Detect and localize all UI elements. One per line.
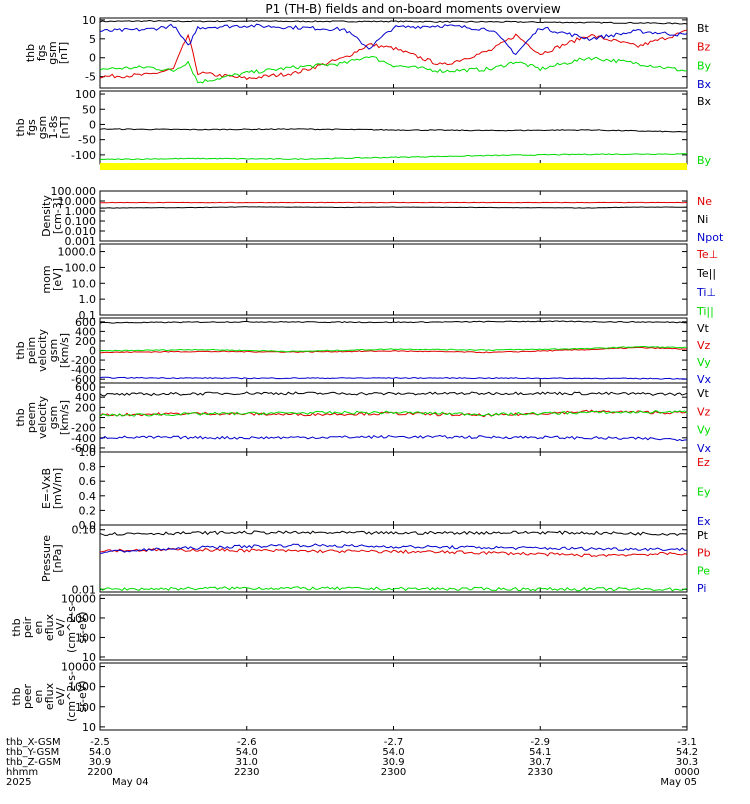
y-tick-label: 0.8 bbox=[79, 461, 97, 474]
y-axis-label: [nT] bbox=[57, 42, 70, 64]
legend-entry: Vy bbox=[697, 424, 711, 437]
legend-entry: Vz bbox=[697, 405, 711, 418]
y-tick-label: 10.0 bbox=[72, 277, 97, 290]
y-tick-label: 0.2 bbox=[79, 504, 97, 517]
legend-entry: Ex bbox=[697, 515, 711, 528]
legend-entry: Npot bbox=[697, 231, 724, 244]
legend-entry: Vx bbox=[697, 373, 712, 386]
legend-entry: Te⊥ bbox=[696, 248, 718, 261]
y-tick-label: 1.0 bbox=[79, 293, 97, 306]
panel-frame bbox=[100, 525, 687, 592]
legend-entry: Pe bbox=[697, 564, 710, 577]
series-Pt bbox=[100, 531, 687, 535]
y-axis-label: [nT] bbox=[58, 116, 71, 138]
legend-entry: Bt bbox=[697, 22, 710, 35]
legend-entry: Pi bbox=[697, 582, 706, 595]
y-axis-label: [mV/m] bbox=[51, 468, 64, 509]
series-Bt bbox=[100, 21, 687, 25]
legend-entry: Ni bbox=[697, 213, 708, 226]
footer-value: 2200 bbox=[87, 767, 112, 778]
y-axis-label: [nPa] bbox=[51, 544, 64, 572]
legend-entry: Pb bbox=[697, 547, 711, 560]
legend-entry: Ez bbox=[697, 456, 710, 469]
legend-entry: Vz bbox=[697, 339, 711, 352]
legend-entry: Ti|| bbox=[696, 305, 714, 318]
panel-density: 100.00010.0001.0000.1000.0100.001Density… bbox=[40, 185, 724, 248]
series-Pi bbox=[100, 544, 687, 553]
legend-entry: Ti⊥ bbox=[696, 286, 716, 299]
footer-value: 2230 bbox=[234, 767, 259, 778]
y-tick-label: -100 bbox=[71, 149, 96, 162]
legend-entry: Bx bbox=[697, 78, 712, 91]
y-tick-label: 100.0 bbox=[65, 261, 97, 274]
legend-entry: Ne bbox=[697, 195, 712, 208]
plot-title: P1 (TH-B) fields and on-board moments ov… bbox=[265, 2, 561, 16]
y-axis-label: [km/s] bbox=[58, 333, 71, 368]
panel-frame bbox=[100, 595, 687, 660]
footer-value: 2330 bbox=[528, 767, 553, 778]
y-tick-label: 1000.0 bbox=[58, 246, 97, 259]
y-axis-label: [km/s] bbox=[58, 400, 71, 435]
legend-entry: Vt bbox=[697, 322, 710, 335]
legend-entry: Vy bbox=[697, 356, 711, 369]
y-tick-label: 100 bbox=[75, 88, 96, 101]
y-tick-label: 0 bbox=[89, 52, 96, 65]
y-axis-label: sr-eV) bbox=[76, 611, 89, 643]
y-tick-label: 10 bbox=[82, 14, 96, 27]
y-tick-label: 0.10 bbox=[72, 524, 97, 537]
panel-frame bbox=[100, 91, 687, 164]
footer-row-label: 2025 bbox=[6, 777, 31, 788]
y-tick-label: 5 bbox=[89, 33, 96, 46]
y-tick-label: 1.0 bbox=[79, 446, 97, 459]
legend-entry: Vx bbox=[697, 442, 712, 455]
series-Pb bbox=[100, 549, 687, 557]
series-By bbox=[100, 154, 687, 160]
panel-peem-velocity: 6004002000-200-400-600thbpeemvelocitygsm… bbox=[14, 381, 712, 455]
series-Vx bbox=[100, 436, 687, 441]
panel-temperature: 1000.0100.010.01.00.1mom[eV]Te⊥Te||Ti⊥Ti… bbox=[40, 244, 718, 322]
footer-value: May 05 bbox=[660, 777, 697, 788]
series-Vt bbox=[100, 392, 687, 396]
legend-entry: Te|| bbox=[696, 267, 716, 280]
legend-entry: Bx bbox=[697, 95, 712, 108]
y-axis-label: [eV] bbox=[51, 268, 64, 291]
ephemeris-footer: thb_X-GSMthb_Y-GSMthb_Z-GSMhhmm2025-2.55… bbox=[6, 737, 700, 788]
y-tick-label: 0.4 bbox=[79, 490, 97, 503]
y-tick-label: 0.6 bbox=[79, 475, 97, 488]
panel-frame bbox=[100, 244, 687, 315]
legend-entry: Pt bbox=[697, 529, 709, 542]
y-tick-label: -5 bbox=[85, 71, 96, 84]
panel-peer-eflux: 10000100010010thbpeerenefluxeV/(cm^2-s-s… bbox=[10, 661, 687, 734]
legend-entry: By bbox=[697, 154, 712, 167]
legend-entry: Ey bbox=[697, 486, 711, 499]
series-Bx bbox=[100, 129, 687, 132]
y-tick-label: 10 bbox=[82, 721, 96, 734]
panels: 1050-5thbfgsgsm[nT]BtBzByBx100500-50-100… bbox=[10, 14, 724, 734]
series-Vx bbox=[100, 377, 687, 379]
panel-peir-eflux: 10000100010010thbpeirenefluxeV/(cm^2-s-s… bbox=[10, 592, 687, 664]
footer-value: May 04 bbox=[112, 777, 149, 788]
y-tick-label: -50 bbox=[78, 134, 96, 147]
panel-frame bbox=[100, 663, 687, 730]
y-axis-label: [cm-3] bbox=[51, 198, 64, 234]
legend-entry: Vt bbox=[697, 387, 710, 400]
series-Ni bbox=[100, 207, 687, 208]
y-axis-label: sr-eV) bbox=[76, 680, 89, 712]
series-By bbox=[100, 57, 687, 83]
panel-frame bbox=[100, 191, 687, 241]
footer-value: 2300 bbox=[381, 767, 406, 778]
legend-entry: Bz bbox=[697, 41, 711, 54]
data-availability-bar bbox=[100, 163, 687, 170]
panel-frame bbox=[100, 452, 687, 525]
legend-entry: By bbox=[697, 59, 712, 72]
y-tick-label: 50 bbox=[82, 103, 96, 116]
y-tick-label: 0 bbox=[89, 118, 96, 131]
panel-peim-velocity: 6004002000-200-400-600thbpeimvelocitygsm… bbox=[14, 316, 712, 386]
